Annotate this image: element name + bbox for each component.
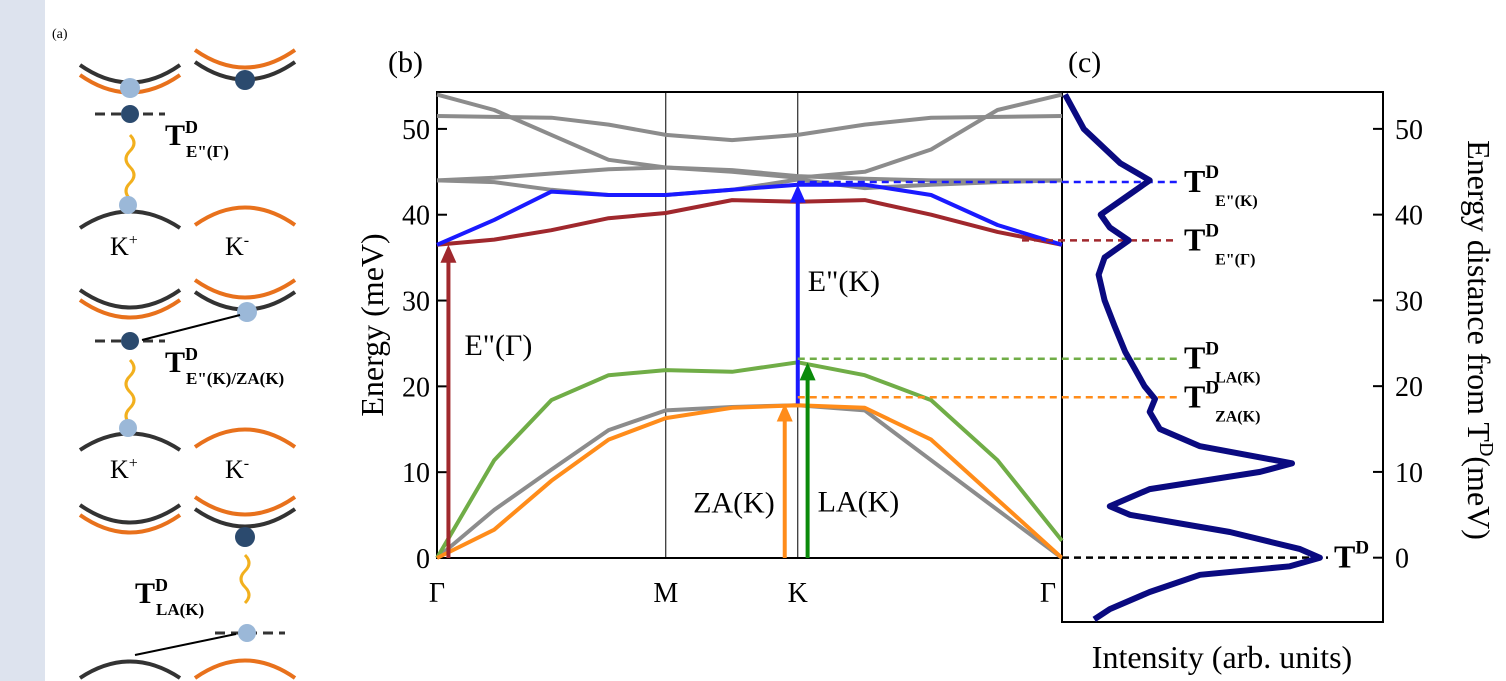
annotation: E"(Γ) — [464, 329, 532, 362]
line — [435, 360, 1064, 560]
valley-sup: + — [129, 455, 138, 472]
y-tick-label: 30 — [402, 287, 430, 318]
state-label: TD E"(K)/ZA(K) — [165, 344, 284, 388]
valley-sup: - — [244, 232, 249, 249]
y-tick-label: 50 — [1395, 115, 1423, 146]
marker-sup: D — [1355, 538, 1369, 559]
side-strip — [0, 0, 45, 681]
marker-main: T — [1184, 340, 1205, 376]
y-tick-label: 0 — [1395, 544, 1409, 575]
panel-label: (b) — [388, 46, 423, 79]
marker-label: TD E"(Γ) — [1184, 220, 1255, 268]
marker-main: T — [1184, 378, 1205, 414]
y-tick-label: 50 — [402, 115, 430, 146]
valley-sup: - — [244, 455, 249, 472]
marker-label: TD E"(K) — [1184, 162, 1258, 210]
state-main: T — [165, 119, 185, 152]
valley-label: K- — [225, 232, 249, 261]
arrow — [789, 184, 806, 404]
y-tick-label: 10 — [1395, 458, 1423, 489]
panel-label: (c) — [1068, 46, 1101, 79]
y-label-sup: D — [1475, 442, 1497, 456]
marker-label: TD LA(K) — [1184, 339, 1260, 387]
valley-sup: + — [129, 232, 138, 249]
x-axis-label: Intensity (arb. units) — [1092, 639, 1352, 675]
arrow-head — [440, 244, 457, 263]
line — [1062, 93, 1323, 622]
marker-sub: LA(K) — [1215, 370, 1260, 387]
state-sup: D — [185, 117, 198, 137]
arrow — [799, 362, 816, 558]
y-tick-label: 20 — [1395, 372, 1423, 403]
annotation: ZA(K) — [693, 486, 775, 519]
y-tick-label: 40 — [1395, 201, 1423, 232]
valley-main: K — [110, 232, 129, 261]
state-main: T — [165, 346, 185, 379]
marker-sub: ZA(K) — [1215, 408, 1260, 425]
line — [436, 403, 1064, 560]
y-tick-label: 0 — [416, 544, 430, 575]
marker-sub: E"(Γ) — [1215, 251, 1255, 268]
valley-label: K+ — [110, 232, 138, 261]
valley-main: K — [225, 232, 244, 261]
y-tick-label: 40 — [402, 201, 430, 232]
arrow-head — [799, 362, 816, 381]
y-label-main: Energy distance from T — [1461, 140, 1497, 442]
state-sub: E"(K)/ZA(K) — [186, 369, 284, 388]
marker-label: TD ZA(K) — [1184, 377, 1260, 425]
marker-sup: D — [1205, 220, 1219, 241]
y-tick-label: 10 — [402, 458, 430, 489]
marker-main: T — [1334, 539, 1355, 575]
line — [436, 165, 1062, 183]
annotation: LA(K) — [818, 485, 900, 518]
state-label: TD LA(K) — [135, 575, 204, 619]
x-tick-label: Γ — [429, 578, 445, 609]
line — [436, 182, 1063, 247]
marker-main: T — [1184, 221, 1205, 257]
line — [436, 92, 1063, 180]
x-tick-label: Γ — [1040, 578, 1056, 609]
state-main: T — [135, 577, 155, 610]
arrow — [776, 403, 793, 558]
line — [436, 198, 1063, 247]
valley-label: K- — [225, 455, 249, 484]
arrow-head — [776, 403, 793, 422]
y-tick-label: 30 — [1395, 286, 1423, 317]
x-tick-label: M — [653, 578, 678, 609]
y-label-unit: (meV) — [1461, 456, 1497, 540]
state-sub: E"(Γ) — [186, 142, 229, 161]
panel-a: (a) TD E"(Γ)TD E"(K)/ZA(K)TD LA(K)K+ K-K+ K- — [52, 27, 297, 680]
valley-label: K+ — [110, 455, 138, 484]
line — [435, 403, 1064, 560]
state-label: TD E"(Γ) — [165, 117, 229, 161]
annotation: E"(K) — [808, 265, 880, 298]
state-sup: D — [185, 344, 198, 364]
arrow-head — [789, 184, 806, 203]
marker-sup: D — [1205, 377, 1219, 398]
state-sup: D — [155, 575, 168, 595]
y-axis-label: Energy (meV) — [354, 233, 390, 416]
marker-sup: D — [1205, 162, 1219, 183]
x-tick-label: K — [788, 578, 808, 609]
line — [436, 114, 1063, 143]
marker-sup: D — [1205, 339, 1219, 360]
marker-main: T — [1184, 163, 1205, 199]
y-axis-label: Energy distance from TD(meV) — [1461, 140, 1497, 540]
valley-main: K — [110, 455, 129, 484]
valley-main: K — [225, 455, 244, 484]
y-tick-label: 20 — [402, 372, 430, 403]
marker-label: TD — [1334, 538, 1369, 575]
state-sub: LA(K) — [156, 600, 204, 619]
marker-sub: E"(K) — [1215, 193, 1258, 210]
arrow — [440, 244, 457, 558]
panel-label: (a) — [52, 27, 68, 42]
